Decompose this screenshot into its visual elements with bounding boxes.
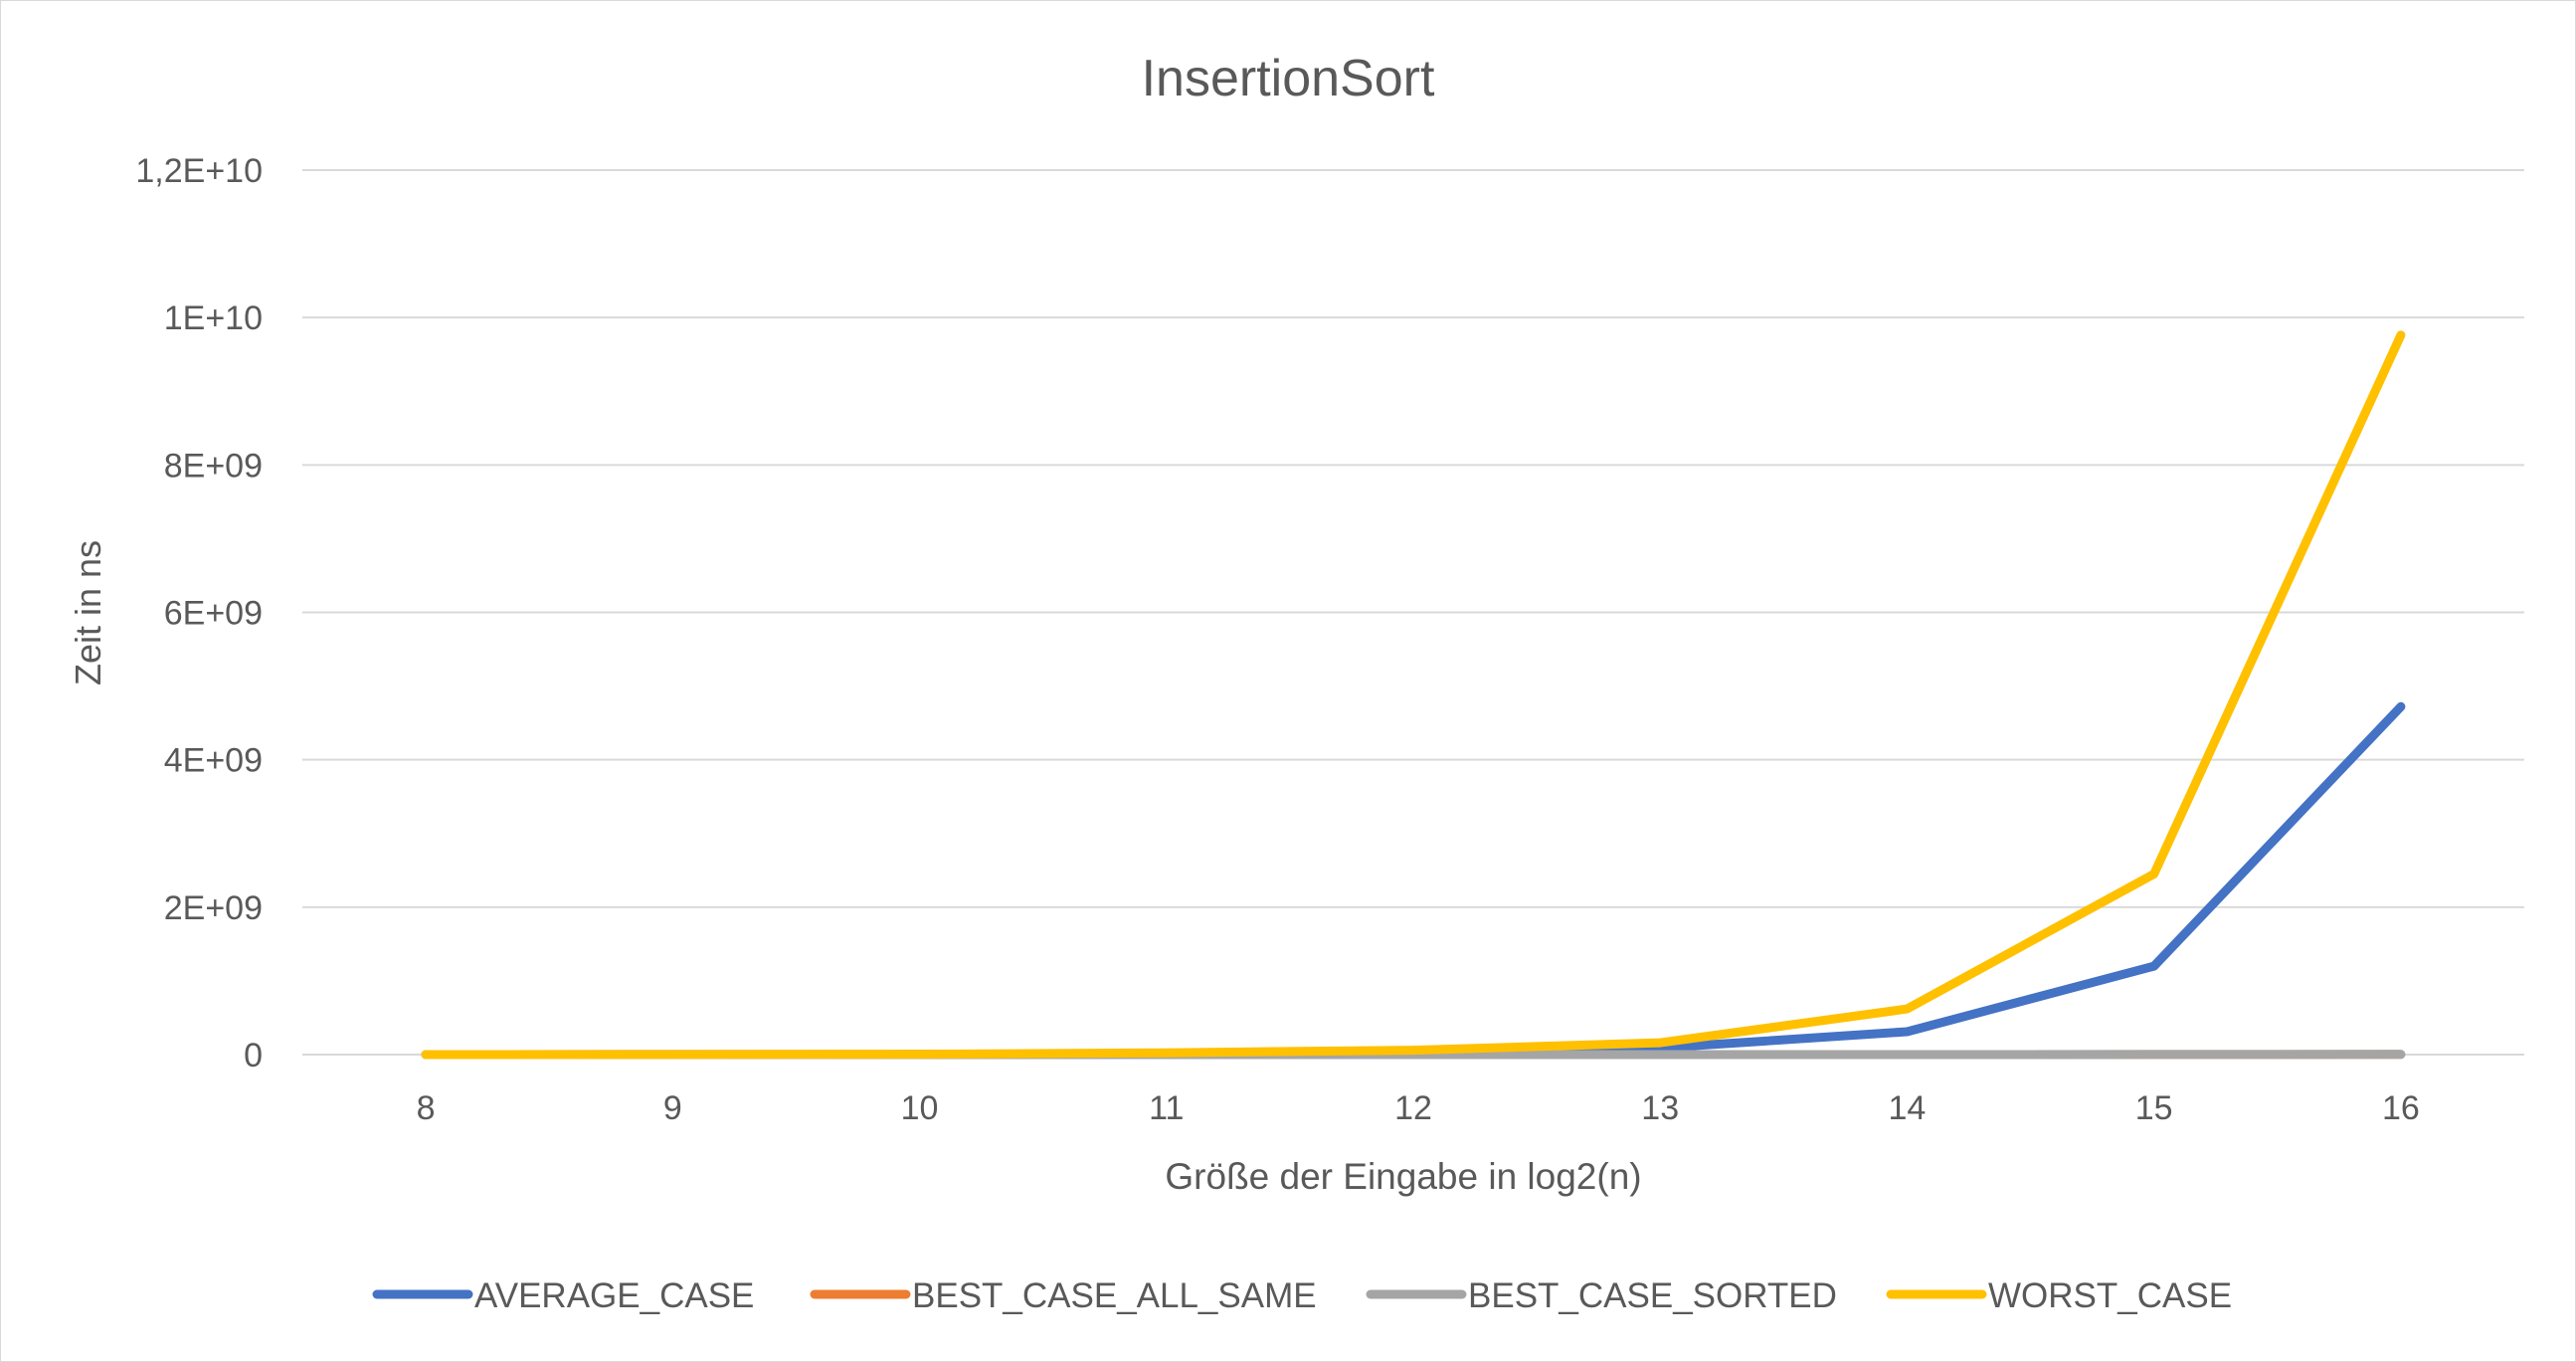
- gridlines: [302, 169, 2524, 1056]
- y-tick-label: 4E+09: [164, 742, 263, 780]
- x-tick-label: 12: [1394, 1089, 1432, 1127]
- chart-title: InsertionSort: [1142, 50, 1435, 107]
- x-axis-label: Größe der Eingabe in log2(n): [1165, 1156, 1641, 1197]
- x-tick-label: 11: [1149, 1089, 1184, 1127]
- legend-label: BEST_CASE_ALL_SAME: [912, 1276, 1317, 1315]
- legend-label: WORST_CASE: [1988, 1276, 2232, 1315]
- y-tick-label: 1E+10: [164, 299, 263, 337]
- legend: AVERAGE_CASE BEST_CASE_ALL_SAME BEST_CASE_…: [372, 1276, 2232, 1315]
- y-tick-label: 6E+09: [164, 595, 263, 633]
- legend-item-average-case: AVERAGE_CASE: [372, 1276, 754, 1315]
- x-tick-label: 10: [901, 1089, 939, 1127]
- x-tick-label: 9: [663, 1089, 682, 1127]
- legend-item-best-case-sorted: BEST_CASE_SORTED: [1366, 1276, 1837, 1315]
- legend-label: AVERAGE_CASE: [474, 1276, 754, 1315]
- x-tick-label: 8: [417, 1089, 436, 1127]
- x-tick-label: 14: [1889, 1089, 1927, 1127]
- y-tick-label: 1,2E+10: [135, 152, 263, 190]
- y-axis-tick-labels: 0 2E+09 4E+09 6E+09 8E+09 1E+10 1,2E+10: [135, 152, 263, 1074]
- x-axis-tick-labels: 8 9 10 11 12 13 14 15 16: [417, 1089, 2420, 1127]
- x-tick-label: 13: [1641, 1089, 1679, 1127]
- x-tick-label: 15: [2135, 1089, 2173, 1127]
- legend-label: BEST_CASE_SORTED: [1468, 1276, 1837, 1315]
- series-line-worst-case: [421, 330, 2406, 1060]
- series-lines: [421, 330, 2406, 1060]
- y-axis-label: Zeit in ns: [68, 540, 108, 685]
- y-tick-label: 2E+09: [164, 889, 263, 927]
- y-tick-label: 8E+09: [164, 447, 263, 485]
- y-tick-label: 0: [244, 1037, 263, 1074]
- legend-item-worst-case: WORST_CASE: [1886, 1276, 2232, 1315]
- x-tick-label: 16: [2382, 1089, 2420, 1127]
- legend-item-best-case-all-same: BEST_CASE_ALL_SAME: [810, 1276, 1317, 1315]
